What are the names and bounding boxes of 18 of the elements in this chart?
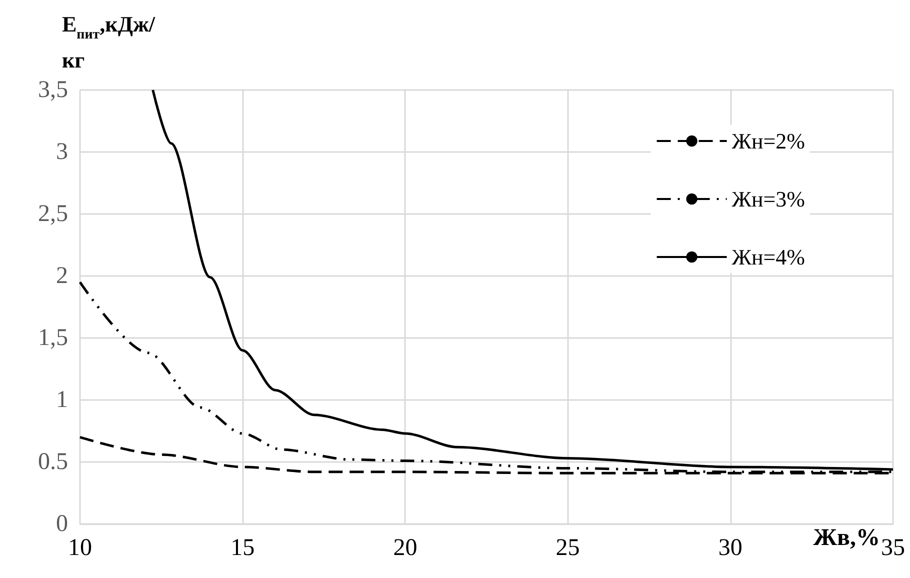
legend-label: Жн=2% xyxy=(732,128,805,154)
legend-label: Жн=3% xyxy=(732,186,805,212)
x-tick-label: 20 xyxy=(393,535,418,561)
y-tick-label: 1,5 xyxy=(38,325,68,351)
y-tick-label: 1 xyxy=(56,387,68,413)
x-axis-title: Жв,% xyxy=(813,525,880,551)
y-tick-label: 3,5 xyxy=(38,77,68,103)
legend-label: Жн=4% xyxy=(732,244,805,270)
y-tick-label: 0.5 xyxy=(38,449,68,475)
y-tick-label: 2 xyxy=(56,263,68,289)
y-tick-label: 2,5 xyxy=(38,201,68,227)
x-tick-label: 35 xyxy=(881,535,905,561)
x-tick-label: 10 xyxy=(68,535,92,561)
y-tick-label: 3 xyxy=(56,139,68,165)
x-tick-label: 25 xyxy=(556,535,580,561)
x-tick-label: 30 xyxy=(718,535,742,561)
y-tick-label: 0 xyxy=(56,511,68,537)
x-tick-label: 15 xyxy=(230,535,255,561)
